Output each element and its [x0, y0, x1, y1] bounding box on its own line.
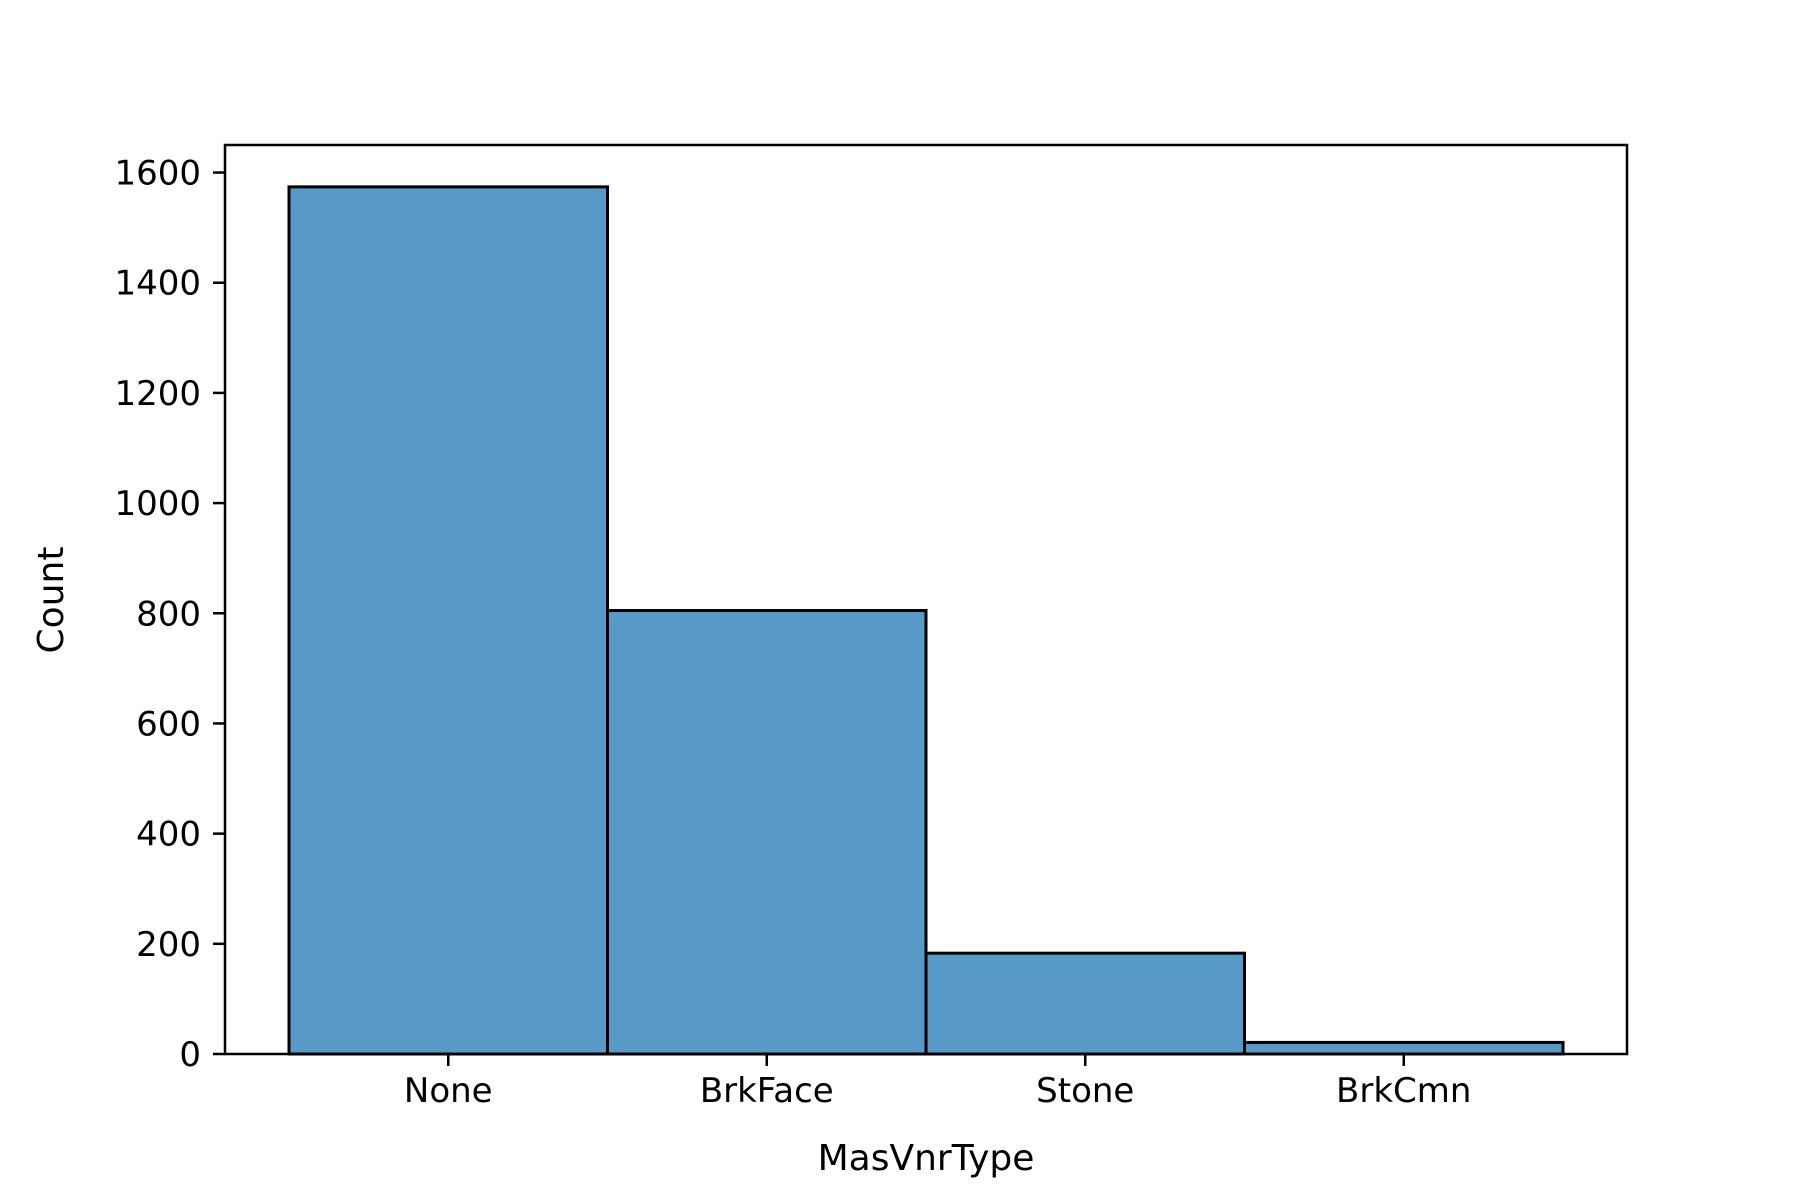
y-ticks-group: 0 200 400 600 800 1000 1200 1400 1600 [114, 154, 225, 1075]
x-ticks-group: None BrkFace Stone BrkCmn [404, 1054, 1471, 1111]
y-tick-label: 800 [136, 594, 201, 634]
x-tick-label: None [404, 1071, 493, 1111]
plot-frame [223, 143, 1629, 1056]
x-tick-label: BrkCmn [1336, 1071, 1471, 1111]
y-tick-label: 400 [136, 815, 201, 855]
y-tick-label: 1000 [114, 484, 201, 524]
y-tick-label: 1400 [114, 264, 201, 304]
x-axis-label: MasVnrType [818, 1138, 1035, 1179]
x-tick-label: Stone [1036, 1071, 1134, 1111]
y-tick-label: 0 [179, 1035, 201, 1075]
bar-brkcmn [1243, 1040, 1565, 1056]
bar-brkface [606, 609, 928, 1056]
y-tick-label: 200 [136, 925, 201, 965]
bars-group [287, 185, 1565, 1056]
y-tick-label: 600 [136, 704, 201, 744]
bar-none [287, 185, 609, 1056]
y-tick-label: 1200 [114, 374, 201, 414]
y-axis-label: Count [31, 547, 72, 654]
y-tick-label: 1600 [114, 154, 201, 194]
x-tick-label: BrkFace [700, 1071, 834, 1111]
bar-stone [924, 951, 1246, 1056]
